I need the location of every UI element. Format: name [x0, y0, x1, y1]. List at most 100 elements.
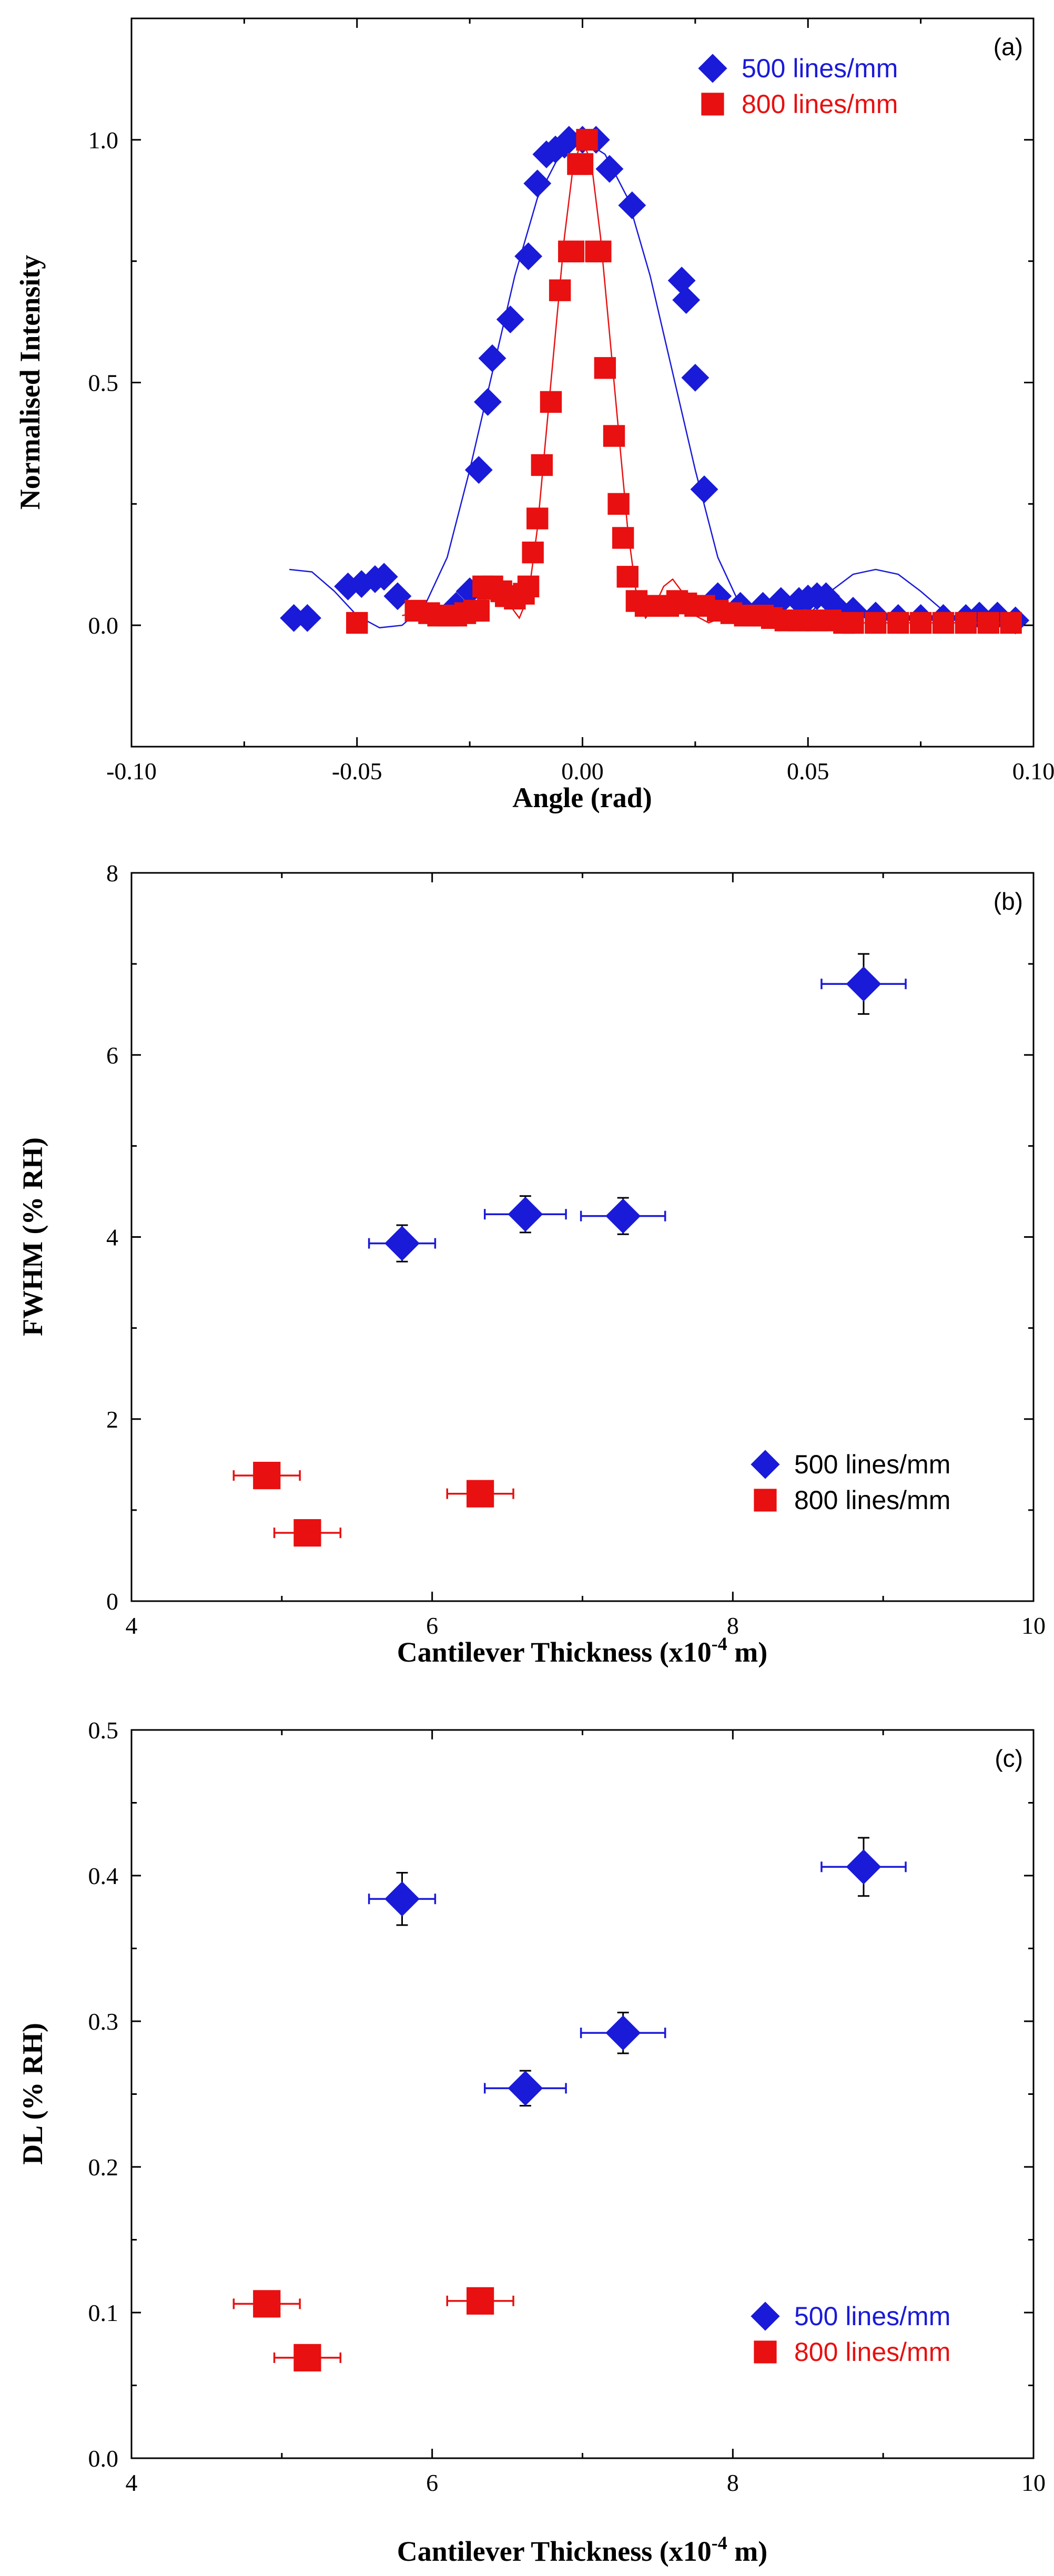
data-point-800: [590, 240, 612, 262]
data-point-500: [383, 582, 412, 610]
data-point-500: [508, 1196, 543, 1232]
data-point-800: [594, 357, 616, 379]
x-tick-label: 10: [1021, 1612, 1046, 1639]
data-point-500: [293, 604, 321, 632]
legend-label-500: 500 lines/mm: [742, 54, 898, 83]
data-point-500: [478, 344, 506, 372]
data-point-500: [767, 587, 795, 615]
panel-a-marks: [280, 126, 1030, 635]
x-tick-label: 4: [126, 2469, 138, 2496]
data-point-800: [571, 153, 594, 175]
panel-a: -0.10 -0.05 0.00 0.05 0.10 0.0 0.5 1.0 (a) 500 …: [14, 17, 1054, 813]
data-point-500: [334, 572, 362, 600]
data-point-800: [887, 612, 909, 634]
legend-marker-800: [754, 1489, 777, 1512]
legend-marker-800: [701, 93, 724, 116]
legend-marker-800: [754, 2340, 777, 2364]
data-point-800: [526, 507, 549, 530]
data-point-800: [517, 575, 540, 597]
data-point-800: [522, 541, 544, 564]
data-point-500: [846, 1849, 881, 1885]
data-point-800: [540, 391, 562, 413]
data-point-800: [253, 2290, 281, 2318]
data-point-800: [616, 566, 639, 588]
data-point-500: [846, 966, 881, 1002]
data-point-800: [346, 612, 368, 634]
panel-c: 4 6 8 10 0.0 0.1 0.2 0.3 0.4 0.5 (c) 500 lines/mm…: [17, 1717, 1046, 2567]
data-point-500: [821, 592, 849, 620]
data-point-800: [955, 612, 977, 634]
data-point-500: [690, 475, 718, 504]
data-point-500: [605, 2015, 641, 2051]
data-point-800: [467, 1480, 494, 1508]
data-point-500: [523, 169, 552, 198]
data-point-500: [605, 1198, 641, 1234]
data-point-500: [464, 456, 493, 484]
data-point-500: [370, 563, 398, 591]
panel-a-label: (a): [994, 33, 1023, 60]
x-tick-label: -0.05: [332, 758, 382, 785]
panel-a-ticks: -0.10 -0.05 0.00 0.05 0.10 0.0 0.5 1.0: [88, 18, 1054, 785]
data-point-500: [681, 363, 710, 392]
data-point-500: [496, 306, 524, 333]
x-tick-label: 0.05: [787, 758, 829, 785]
data-point-500: [508, 2071, 543, 2106]
data-point-500: [514, 242, 543, 270]
y-tick-label: 0.0: [88, 2445, 119, 2472]
data-point-800: [467, 2287, 494, 2315]
legend-label-800: 800 lines/mm: [742, 89, 898, 119]
data-point-800: [468, 599, 490, 622]
panel-b-label: (b): [994, 888, 1023, 915]
y-tick-label: 8: [106, 860, 118, 887]
data-point-500: [347, 570, 376, 598]
legend-marker-500: [698, 54, 727, 83]
panel-c-ticks: 4 6 8 10 0.0 0.1 0.2 0.3 0.4 0.5: [88, 1717, 1046, 2496]
data-point-800: [842, 612, 864, 634]
x-tick-label: 4: [126, 1612, 138, 1639]
y-tick-label: 0.5: [88, 1717, 119, 1744]
data-point-800: [865, 612, 887, 634]
data-point-500: [384, 1226, 420, 1261]
panel-b-xlabel: Cantilever Thickness (x10-4 m): [397, 1633, 768, 1668]
legend-label-800: 800 lines/mm: [794, 2337, 950, 2367]
panel-b-ticks: 4 6 8 10 0 2 4 6 8: [106, 860, 1046, 1639]
legend-label-500: 500 lines/mm: [794, 2302, 950, 2331]
x-tick-label: 6: [426, 1612, 438, 1639]
x-tick-label: 10: [1021, 2469, 1046, 2496]
data-point-800: [576, 129, 598, 151]
data-point-800: [549, 279, 571, 301]
x-tick-label: 0.10: [1012, 758, 1054, 785]
data-point-800: [1000, 612, 1022, 634]
y-tick-label: 0: [106, 1588, 118, 1615]
y-tick-label: 0.1: [88, 2299, 119, 2326]
panel-b-legend: 500 lines/mm 800 lines/mm: [751, 1450, 950, 1515]
data-point-800: [612, 527, 634, 549]
legend-marker-500: [751, 2302, 780, 2331]
x-tick-label: -0.10: [106, 758, 157, 785]
data-point-500: [618, 191, 646, 219]
data-point-800: [909, 612, 932, 634]
x-tick-label: 8: [727, 1612, 739, 1639]
panel-c-legend: 500 lines/mm 800 lines/mm: [751, 2302, 950, 2367]
fit-curve-500: [289, 139, 989, 629]
x-tick-label: 6: [426, 2469, 438, 2496]
panel-a-ylabel: Normalised Intensity: [14, 255, 46, 510]
x-tick-label: 0.00: [561, 758, 604, 785]
y-tick-label: 0.0: [88, 612, 119, 639]
data-point-500: [672, 286, 701, 314]
y-tick-label: 0.5: [88, 370, 119, 396]
y-tick-label: 1.0: [88, 127, 119, 154]
panel-a-xlabel: Angle (rad): [512, 782, 652, 813]
data-point-800: [607, 493, 630, 515]
data-point-500: [667, 267, 696, 295]
data-point-800: [253, 1461, 281, 1490]
panel-c-ylabel: DL (% RH): [17, 2023, 48, 2165]
data-point-500: [384, 1881, 420, 1917]
x-tick-label: 8: [727, 2469, 739, 2496]
legend-label-500: 500 lines/mm: [794, 1450, 950, 1479]
y-tick-label: 6: [106, 1042, 118, 1068]
panel-c-marks: [232, 1837, 907, 2371]
data-point-800: [977, 612, 999, 634]
